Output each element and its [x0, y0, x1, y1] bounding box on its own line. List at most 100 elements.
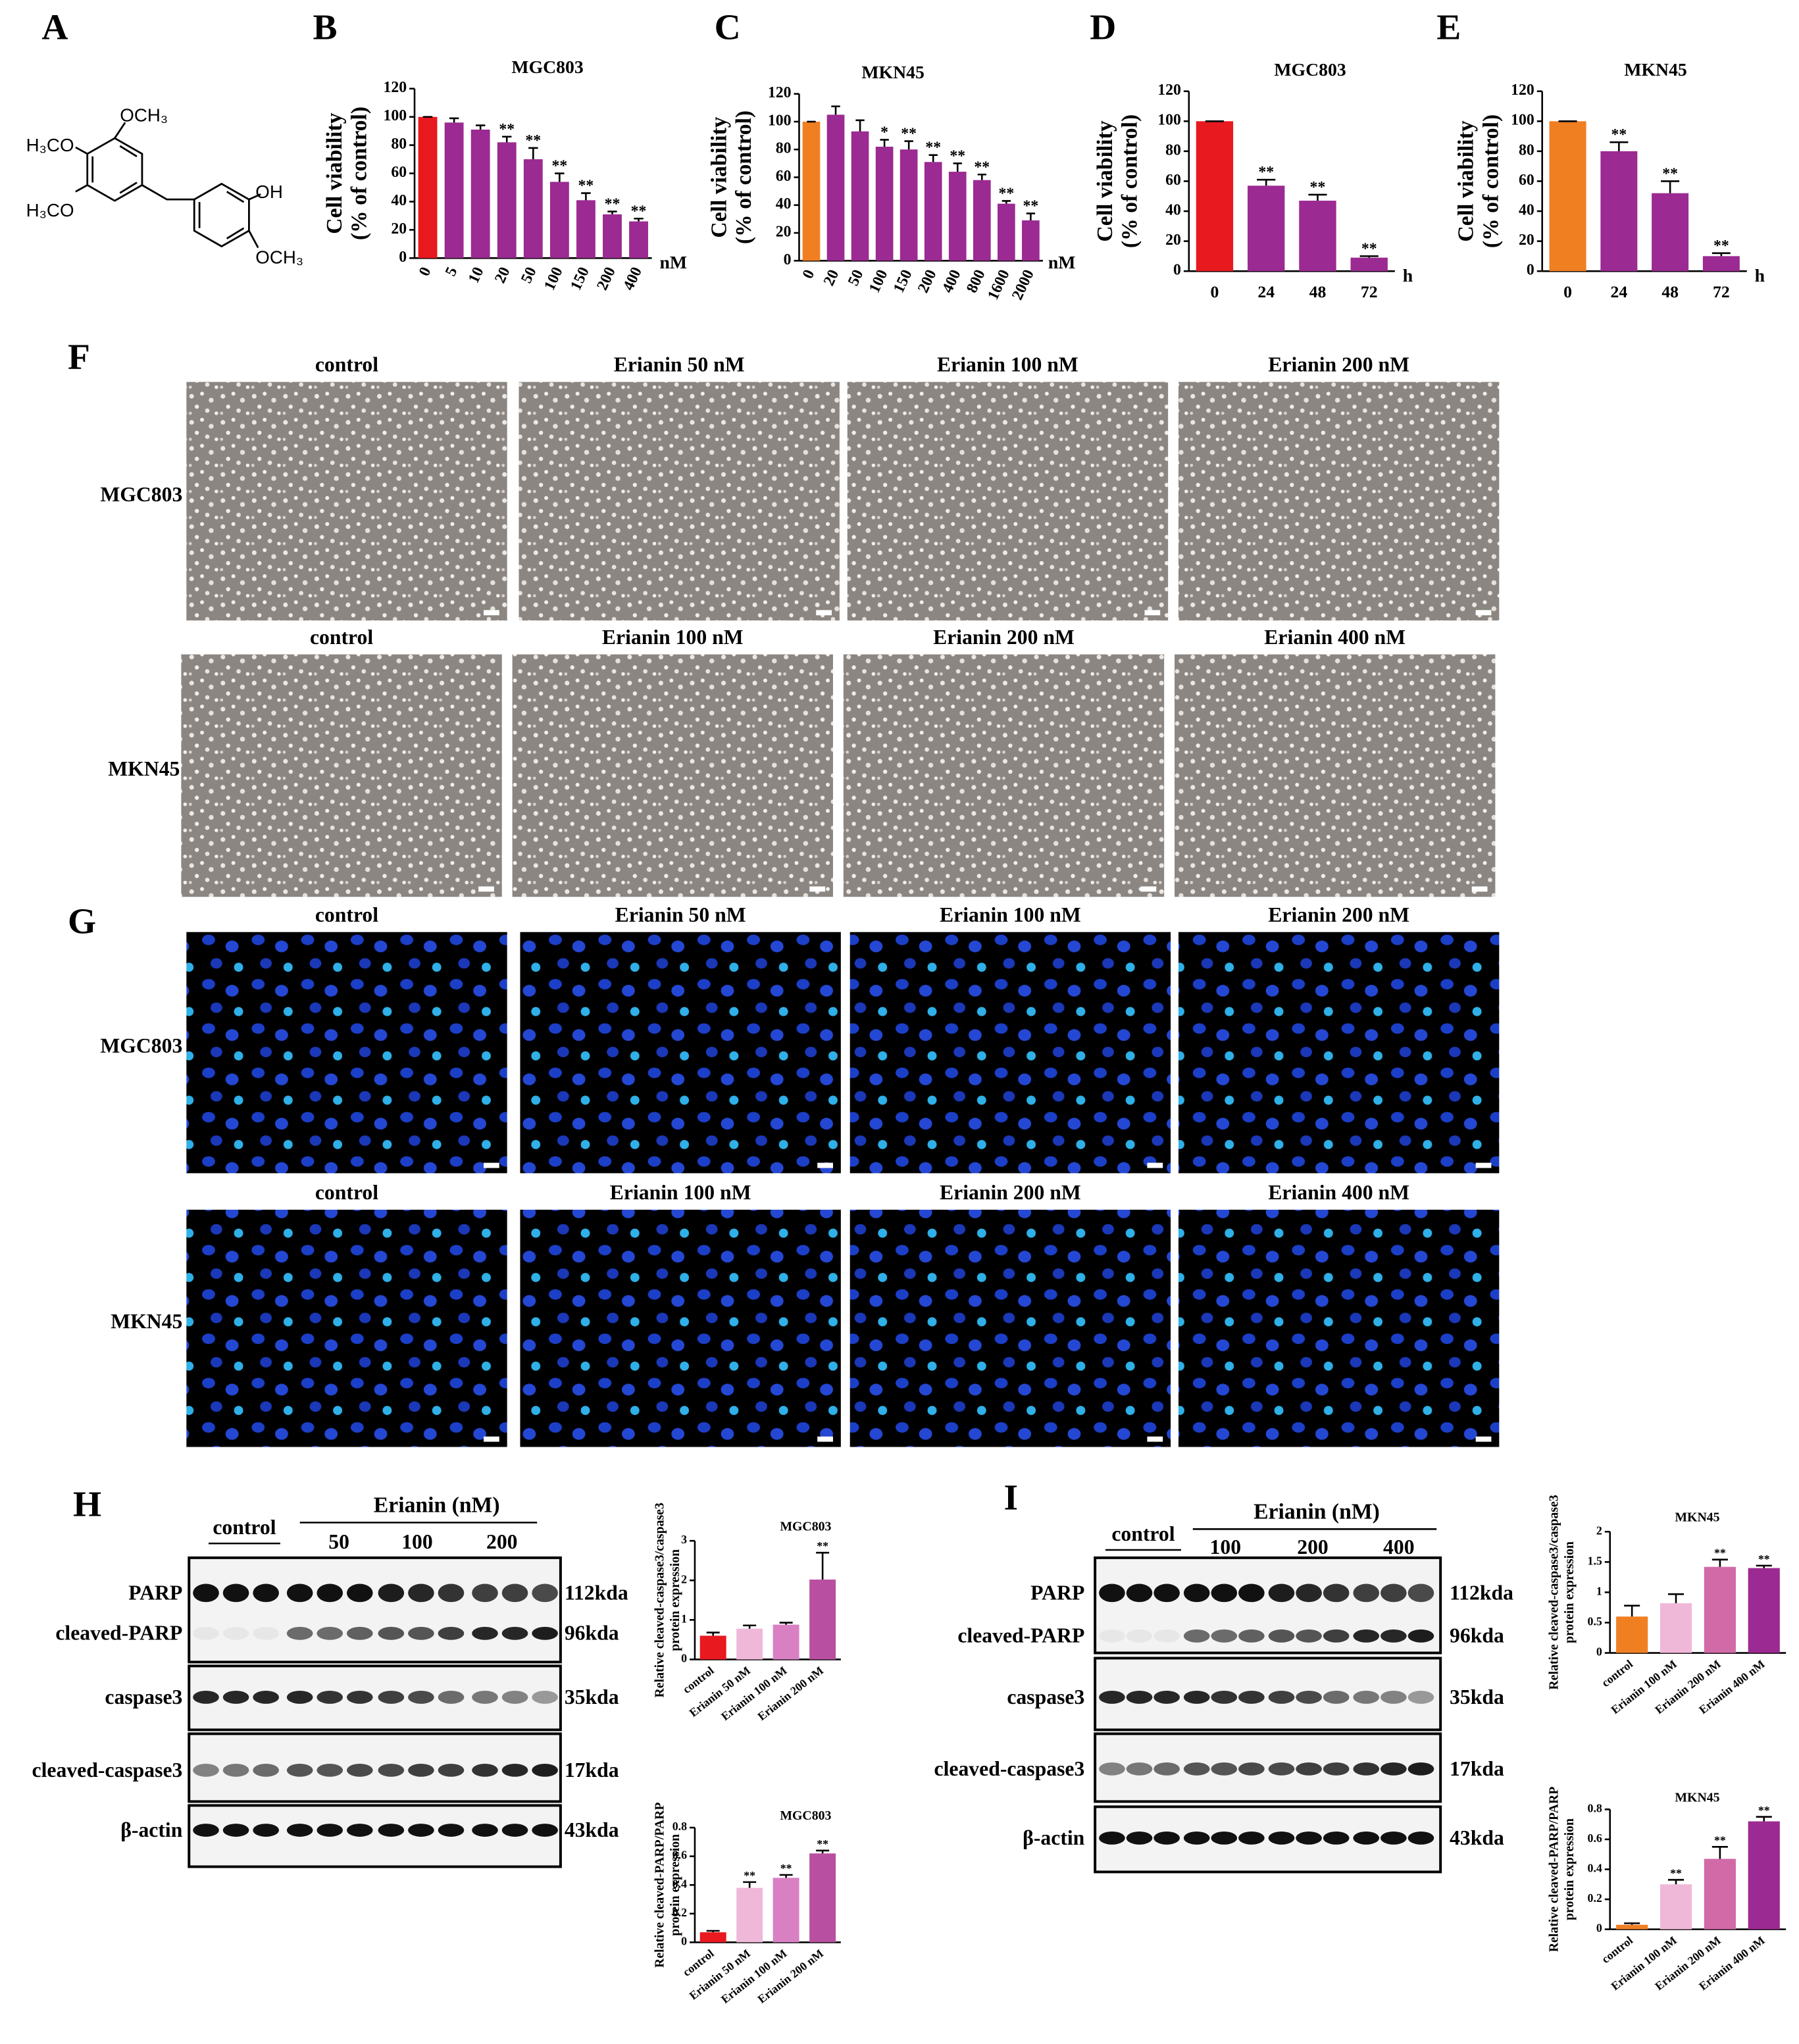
x-tick-label: control — [1599, 1933, 1635, 1966]
y-tick-label: 0.4 — [672, 1877, 687, 1890]
y-tick-label: 80 — [1165, 141, 1181, 159]
band — [222, 1824, 249, 1837]
bar — [924, 162, 942, 261]
column-label: Erianin 100 nM — [940, 903, 1081, 926]
x-tick-label: 10 — [465, 264, 488, 286]
column-label: control — [310, 626, 373, 649]
bar — [1704, 1858, 1736, 1930]
x-tick-label: 48 — [1309, 282, 1327, 301]
column-label: Erianin 100 nM — [937, 353, 1078, 376]
band — [1211, 1629, 1238, 1643]
chart-title: MKN45 — [861, 62, 924, 82]
y-tick-label: 60 — [776, 168, 792, 185]
band — [1099, 1832, 1125, 1845]
x-tick-label: Erianin 200 nM — [755, 1664, 826, 1723]
chart-title: MGC803 — [511, 57, 583, 77]
band — [1296, 1832, 1322, 1845]
band — [346, 1583, 373, 1603]
panel-label: B — [313, 7, 337, 47]
row-label: MKN45 — [108, 757, 180, 780]
y-tick-label: 0 — [681, 1935, 687, 1948]
bar — [444, 122, 464, 259]
y-axis-label: Relative cleaved-PARP/PARP — [1546, 1787, 1561, 1953]
band — [501, 1691, 528, 1704]
band-label: cleaved-caspase3 — [934, 1757, 1085, 1780]
significance-label: ** — [1758, 1553, 1770, 1566]
y-tick-label: 80 — [776, 140, 792, 157]
bar — [603, 214, 622, 259]
double-bonds — [91, 145, 245, 239]
band — [1183, 1762, 1210, 1776]
bar — [998, 203, 1015, 261]
panel-label: I — [1003, 1478, 1018, 1518]
x-tick-label: 20 — [821, 267, 843, 289]
y-axis-label: protein expression — [1562, 1818, 1577, 1920]
band-label: β-actin — [120, 1818, 183, 1841]
atom-label: H₃CO — [26, 135, 74, 155]
significance-label: ** — [1310, 179, 1326, 196]
y-tick-label: 120 — [1157, 82, 1181, 99]
band-size: 17kda — [565, 1758, 619, 1782]
error-bar — [581, 192, 591, 201]
band — [1407, 1691, 1434, 1704]
band — [253, 1583, 279, 1603]
band — [222, 1691, 249, 1704]
band — [1126, 1583, 1153, 1603]
column-label: Erianin 400 nM — [1268, 1181, 1409, 1204]
chart-title: MKN45 — [1675, 1510, 1719, 1524]
y-tick-label: 0 — [1527, 262, 1534, 279]
band — [286, 1691, 313, 1704]
y-tick-label: 0 — [399, 249, 407, 266]
bar — [1748, 1568, 1780, 1653]
atom-label: OCH₃ — [120, 105, 168, 125]
error-bar — [855, 119, 865, 132]
micrograph — [186, 1209, 507, 1447]
band — [1238, 1691, 1265, 1704]
band — [1381, 1832, 1407, 1845]
error-bar — [1756, 1816, 1772, 1822]
significance-label: ** — [901, 126, 917, 143]
band-label: PARP — [128, 1581, 182, 1604]
x-tick-label: 1600 — [984, 267, 1013, 303]
panel-label: H — [73, 1483, 101, 1524]
treatment-label: Erianin (nM) — [1254, 1499, 1380, 1524]
y-tick-label: 0 — [1596, 1922, 1602, 1935]
bar — [900, 149, 918, 261]
band — [472, 1626, 498, 1640]
atom-label: OCH₃ — [255, 247, 303, 267]
band — [1407, 1832, 1434, 1845]
error-bar — [1308, 193, 1327, 201]
band — [532, 1626, 558, 1640]
error-bar — [977, 173, 986, 180]
atom-label: H₃CO — [26, 200, 74, 220]
y-tick-label: 60 — [391, 164, 407, 181]
bar — [773, 1624, 799, 1660]
bar — [1549, 121, 1586, 272]
blot-membrane — [188, 1732, 562, 1803]
y-tick-label: 0.2 — [672, 1906, 687, 1919]
bar — [699, 1932, 726, 1943]
y-tick-label: 0 — [784, 251, 792, 268]
band — [253, 1763, 279, 1777]
error-bar — [1756, 1564, 1772, 1568]
bar — [1248, 186, 1285, 272]
error-bar — [475, 124, 486, 130]
x-axis-unit: h — [1403, 265, 1413, 286]
error-bar — [1711, 1846, 1728, 1859]
x-tick-label: 0 — [1211, 282, 1219, 301]
band — [253, 1691, 279, 1704]
y-tick-label: 60 — [1165, 172, 1181, 189]
band — [317, 1691, 343, 1704]
band-label: cleaved-caspase3 — [32, 1758, 183, 1782]
significance-label: ** — [925, 139, 941, 157]
chart-title: MKN45 — [1624, 59, 1686, 80]
micrograph — [512, 654, 833, 897]
micrograph — [520, 1209, 841, 1447]
bar — [699, 1635, 726, 1660]
bar — [549, 182, 569, 259]
scale-bar — [484, 610, 499, 616]
error-bar — [502, 136, 512, 143]
error-bar — [449, 117, 459, 123]
band — [193, 1763, 219, 1777]
y-tick-label: 20 — [1165, 232, 1181, 249]
